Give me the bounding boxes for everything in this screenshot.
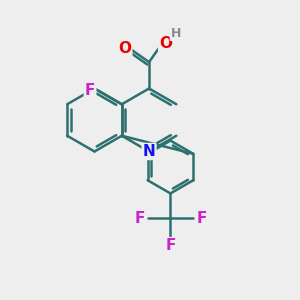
Text: N: N	[143, 144, 155, 159]
Text: F: F	[165, 238, 176, 253]
Text: F: F	[85, 83, 95, 98]
Text: H: H	[171, 27, 181, 40]
Text: F: F	[134, 211, 145, 226]
Text: O: O	[159, 36, 172, 51]
Text: O: O	[118, 41, 131, 56]
Text: F: F	[196, 211, 206, 226]
